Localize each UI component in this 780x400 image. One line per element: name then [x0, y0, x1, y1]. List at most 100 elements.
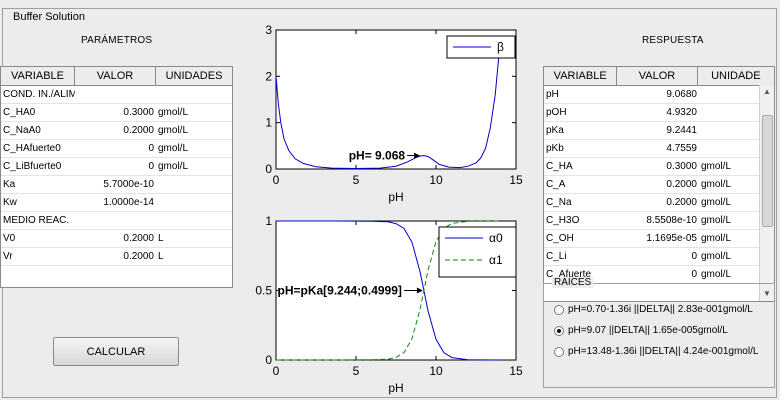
cell-valor[interactable]: 5.7000e-10	[103, 179, 154, 190]
cell-unidades[interactable]	[156, 212, 232, 229]
cell-variable[interactable]: C_Afuerte	[546, 269, 592, 280]
cell-variable[interactable]: C_HA0	[3, 107, 36, 118]
cell-valor[interactable]: 0	[691, 269, 697, 280]
params-row[interactable]: C_HAfuerte0 0 gmol/L	[1, 140, 232, 158]
cell-valor[interactable]: 0.2000	[666, 179, 697, 190]
response-row[interactable]: pOH 4.9320	[544, 104, 774, 122]
col-unidades[interactable]: UNIDADES	[165, 70, 223, 82]
cell-valor[interactable]: 0.2000	[123, 125, 154, 136]
params-row[interactable]: C_HA0 0.3000 gmol/L	[1, 104, 232, 122]
cell-variable[interactable]: C_HAfuerte0	[3, 143, 61, 154]
cell-unidades[interactable]	[156, 86, 232, 103]
cell-valor[interactable]: 0.3000	[123, 107, 154, 118]
radio-button-icon[interactable]	[554, 325, 564, 336]
cell-variable[interactable]: V0	[3, 233, 16, 244]
cell-variable[interactable]: C_Na	[546, 197, 572, 208]
cell-unidades[interactable]: gmol/L	[158, 125, 189, 136]
cell-valor[interactable]: 0.2000	[123, 251, 154, 262]
cell-variable[interactable]: C_A	[546, 179, 566, 190]
scroll-thumb[interactable]	[762, 115, 773, 227]
cell-unidades[interactable]	[699, 122, 761, 139]
response-table[interactable]: VARIABLE VALOR UNIDADE pH 9.0680 pOH 4.9320…	[543, 66, 775, 302]
cell-unidades[interactable]: gmol/L	[701, 215, 732, 226]
cell-variable[interactable]: pOH	[546, 107, 567, 118]
params-row[interactable]: Kw 1.0000e-14	[1, 194, 232, 212]
cell-unidades[interactable]	[699, 104, 761, 121]
cell-valor[interactable]: 4.7559	[666, 143, 697, 154]
params-table[interactable]: VARIABLE VALOR UNIDADES COND. IN./ALIM. C…	[0, 66, 233, 288]
cell-variable[interactable]: C_LiBfuerte0	[3, 161, 62, 172]
params-row[interactable]: Vr 0.2000 L	[1, 248, 232, 266]
cell-valor[interactable]: 9.0680	[666, 89, 697, 100]
cell-variable[interactable]: C_HA	[546, 161, 573, 172]
cell-valor[interactable]: 8.5508e-10	[646, 215, 697, 226]
cell-unidades[interactable]: gmol/L	[701, 251, 732, 262]
params-row[interactable]: Ka 5.7000e-10	[1, 176, 232, 194]
response-row[interactable]: pH 9.0680	[544, 86, 774, 104]
response-scrollbar[interactable]: ▲ ▼	[759, 85, 774, 301]
cell-variable[interactable]: Vr	[3, 251, 13, 262]
cell-unidades[interactable]: L	[158, 233, 164, 244]
cell-variable[interactable]: Ka	[3, 179, 16, 190]
cell-unidades[interactable]: gmol/L	[701, 161, 732, 172]
col-valor[interactable]: VALOR	[617, 67, 698, 85]
params-row[interactable]: COND. IN./ALIM.	[1, 86, 232, 104]
cell-unidades[interactable]: L	[158, 251, 164, 262]
cell-variable[interactable]: C_NaA0	[3, 125, 41, 136]
params-row[interactable]: V0 0.2000 L	[1, 230, 232, 248]
cell-unidades[interactable]: gmol/L	[158, 107, 189, 118]
cell-variable[interactable]: pKb	[546, 143, 564, 154]
cell-unidades[interactable]: gmol/L	[701, 197, 732, 208]
cell-valor[interactable]: 0.2000	[666, 197, 697, 208]
calcular-button[interactable]: CALCULAR	[53, 337, 179, 366]
cell-valor[interactable]: 0.2000	[123, 233, 154, 244]
cell-valor[interactable]: 0	[148, 161, 154, 172]
cell-unidades[interactable]	[699, 140, 761, 157]
cell-unidades[interactable]: gmol/L	[158, 143, 189, 154]
cell-unidades[interactable]	[156, 194, 232, 211]
response-row[interactable]: pKb 4.7559	[544, 140, 774, 158]
response-row[interactable]: C_Li 0 gmol/L	[544, 248, 774, 266]
cell-valor[interactable]	[75, 212, 156, 229]
params-row[interactable]: C_LiBfuerte0 0 gmol/L	[1, 158, 232, 176]
cell-valor[interactable]	[75, 86, 156, 103]
cell-valor[interactable]: 0.3000	[666, 161, 697, 172]
response-row[interactable]: pKa 9.2441	[544, 122, 774, 140]
col-variable[interactable]: VARIABLE	[1, 67, 75, 85]
scroll-up-icon[interactable]: ▲	[763, 87, 771, 96]
cell-variable[interactable]: pKa	[546, 125, 564, 136]
cell-variable[interactable]: C_Li	[546, 251, 567, 262]
cell-unidades[interactable]: gmol/L	[158, 161, 189, 172]
cell-valor[interactable]: 0	[148, 143, 154, 154]
radio-button-icon[interactable]	[554, 304, 564, 315]
response-row[interactable]: C_A 0.2000 gmol/L	[544, 176, 774, 194]
response-row[interactable]: C_OH 1.1695e-05 gmol/L	[544, 230, 774, 248]
cell-variable[interactable]: C_OH	[546, 233, 574, 244]
cell-valor[interactable]: 4.9320	[666, 107, 697, 118]
response-row[interactable]: C_Na 0.2000 gmol/L	[544, 194, 774, 212]
cell-valor[interactable]: 1.1695e-05	[646, 233, 697, 244]
root-option[interactable]: pH=0.70-1.36i ||DELTA|| 2.83e-001gmol/L	[554, 304, 753, 315]
cell-variable[interactable]: MEDIO REAC.	[3, 215, 70, 226]
cell-variable[interactable]: pH	[546, 89, 559, 100]
cell-valor[interactable]: 0	[691, 251, 697, 262]
scroll-down-icon[interactable]: ▼	[763, 289, 771, 298]
radio-button-icon[interactable]	[554, 346, 564, 357]
cell-unidades[interactable]	[699, 86, 761, 103]
response-row[interactable]: C_HA 0.3000 gmol/L	[544, 158, 774, 176]
cell-variable[interactable]: Kw	[3, 197, 17, 208]
cell-valor[interactable]: 9.2441	[666, 125, 697, 136]
cell-unidades[interactable]: gmol/L	[701, 179, 732, 190]
cell-variable[interactable]: C_H3O	[546, 215, 580, 226]
root-option[interactable]: pH=13.48-1.36i ||DELTA|| 4.24e-001gmol/L	[554, 346, 758, 357]
cell-valor[interactable]: 1.0000e-14	[103, 197, 154, 208]
cell-variable[interactable]: COND. IN./ALIM.	[3, 89, 75, 100]
root-option[interactable]: pH=9.07 ||DELTA|| 1.65e-005gmol/L	[554, 325, 728, 336]
col-variable[interactable]: VARIABLE	[544, 67, 618, 85]
cell-unidades[interactable]: gmol/L	[701, 269, 732, 280]
cell-unidades[interactable]: gmol/L	[701, 233, 732, 244]
params-row[interactable]: MEDIO REAC.	[1, 212, 232, 230]
params-row[interactable]: C_NaA0 0.2000 gmol/L	[1, 122, 232, 140]
response-row[interactable]: C_H3O 8.5508e-10 gmol/L	[544, 212, 774, 230]
col-unidades[interactable]: UNIDADE	[711, 70, 761, 82]
